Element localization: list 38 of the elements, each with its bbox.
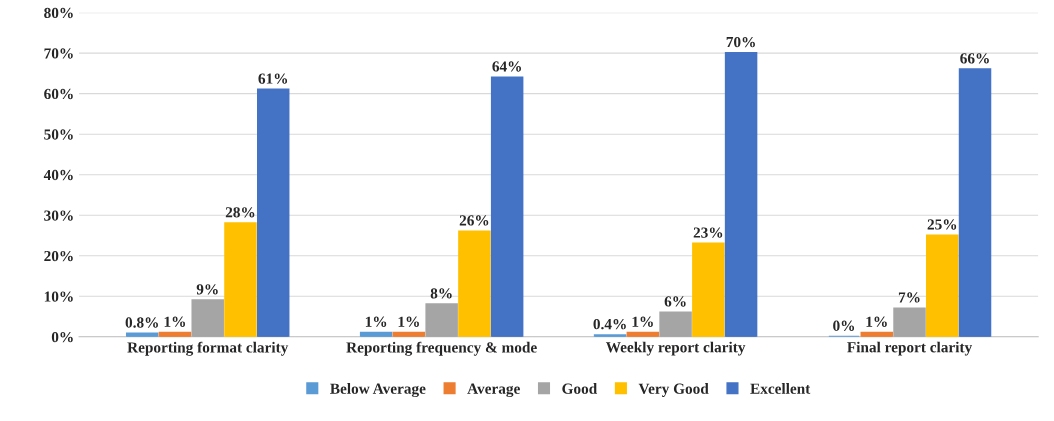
legend-label: Below Average — [330, 383, 426, 398]
legend-label: Average — [467, 383, 520, 398]
y-tick-label: 40% — [43, 169, 73, 181]
data-label: 28% — [225, 207, 255, 218]
data-label: 8% — [430, 288, 452, 299]
y-tick-label: 70% — [44, 48, 73, 59]
data-label: 26% — [459, 215, 489, 226]
data-label: 23% — [693, 227, 723, 238]
x-tick-label: Reporting frequency & mode — [346, 341, 537, 356]
y-tick-label: 10% — [44, 291, 73, 302]
y-tick-label: 50% — [44, 129, 73, 140]
data-label: 1% — [164, 316, 185, 327]
legend-label: Good — [562, 383, 598, 394]
data-label: 9% — [196, 284, 218, 295]
data-label: 1% — [866, 316, 887, 327]
x-tick-label: Final report clarity — [847, 341, 973, 356]
y-tick-label: 30% — [44, 210, 73, 221]
data-label: 1% — [398, 316, 419, 327]
data-label: 7% — [898, 292, 920, 303]
legend-label: Very Good — [638, 383, 709, 397]
data-label: 64% — [492, 61, 521, 72]
data-label: 0% — [833, 320, 855, 331]
data-label: 66% — [960, 53, 989, 64]
x-tick-label: Weekly report clarity — [605, 341, 746, 356]
y-tick-label: 20% — [44, 250, 73, 262]
data-label: 1% — [632, 316, 653, 327]
data-label: 0.8% — [125, 317, 158, 328]
data-label: 61% — [258, 73, 288, 84]
data-label: 1% — [365, 316, 387, 327]
data-label: 70% — [726, 36, 755, 48]
y-tick-label: 0% — [51, 331, 73, 343]
y-tick-label: 80% — [44, 7, 73, 19]
data-label: 0.4% — [593, 318, 626, 330]
x-tick-label: Reporting format clarity — [127, 341, 289, 356]
legend-label: Excellent — [750, 383, 811, 394]
y-tick-label: 60% — [44, 88, 73, 100]
data-label: 25% — [927, 219, 957, 230]
data-label: 6% — [664, 296, 686, 307]
